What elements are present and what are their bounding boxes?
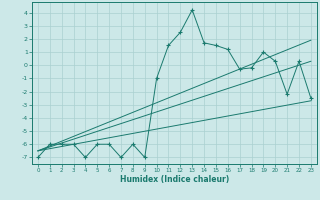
X-axis label: Humidex (Indice chaleur): Humidex (Indice chaleur) [120, 175, 229, 184]
